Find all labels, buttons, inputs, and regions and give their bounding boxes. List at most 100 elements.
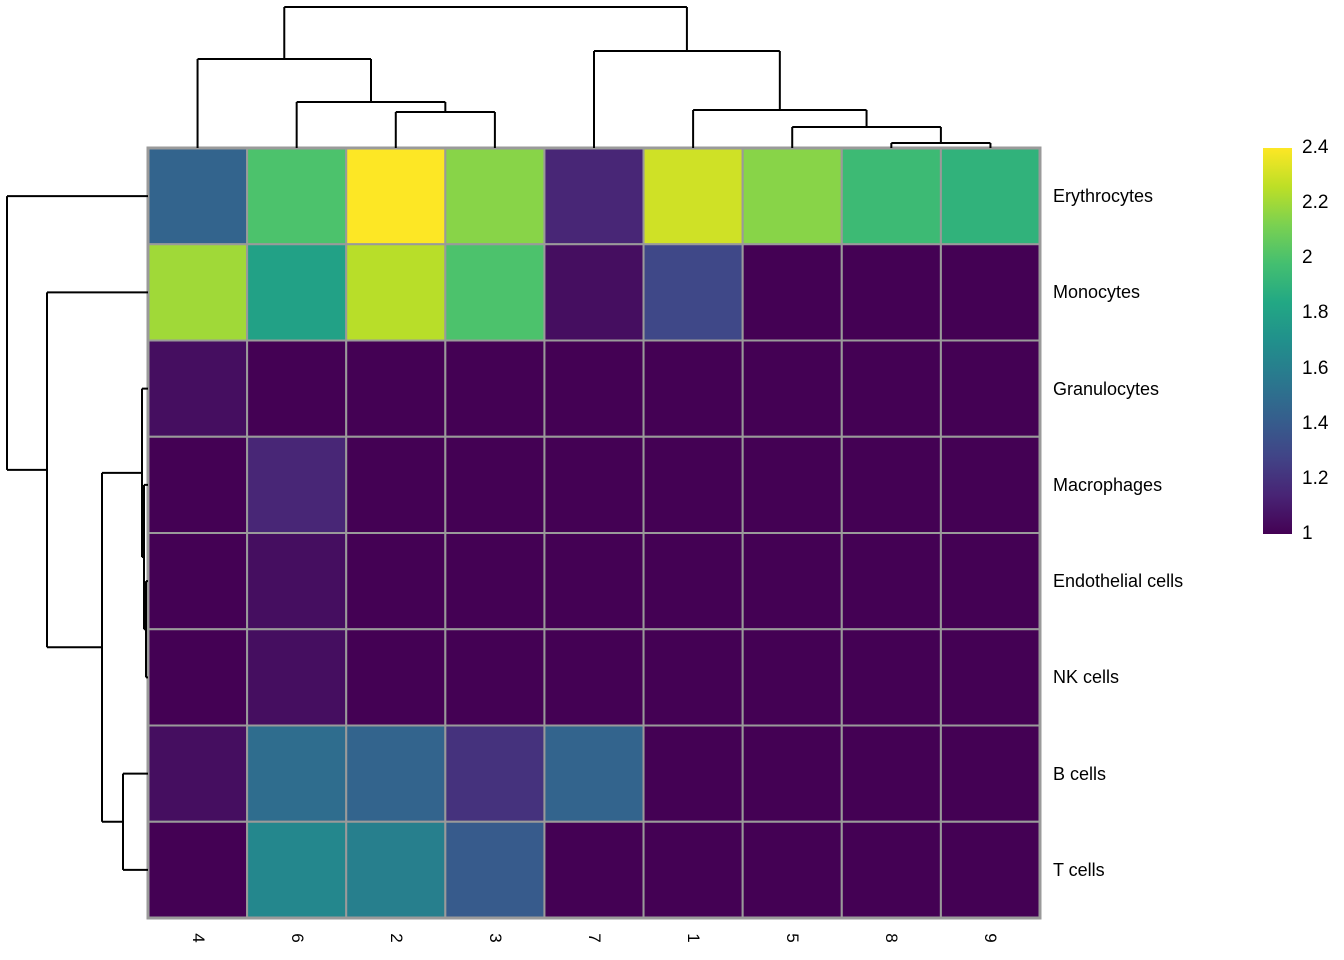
heatmap-cell — [741, 147, 843, 246]
heatmap-cell — [741, 243, 843, 342]
heatmap-cell — [840, 339, 942, 438]
heatmap-cell — [345, 147, 447, 246]
heatmap-cell — [246, 243, 348, 342]
heatmap-cell — [642, 820, 744, 919]
column-label: 2 — [386, 933, 406, 943]
heatmap-cell — [246, 628, 348, 727]
heatmap-cell — [246, 339, 348, 438]
column-label: 9 — [981, 933, 1001, 943]
column-label: 1 — [684, 933, 704, 943]
row-label: Granulocytes — [1053, 378, 1160, 399]
row-label: B cells — [1053, 763, 1107, 784]
heatmap-cell — [840, 628, 942, 727]
heatmap-cell — [345, 339, 447, 438]
heatmap-cell — [741, 820, 843, 919]
heatmap-cell — [642, 339, 744, 438]
legend-tick-label: 1.4 — [1302, 412, 1329, 434]
heatmap-cell — [543, 628, 645, 727]
column-dendrogram — [196, 6, 992, 148]
heatmap-cell — [246, 532, 348, 631]
legend-tick-label: 1 — [1302, 523, 1313, 544]
heatmap-cell — [147, 532, 249, 631]
legend-tick-label: 1.8 — [1302, 302, 1329, 324]
heatmap-cell — [345, 820, 447, 919]
legend-tick-label: 1.6 — [1302, 357, 1329, 379]
heatmap-cell — [345, 243, 447, 342]
heatmap-cell — [642, 243, 744, 342]
heatmap-cell — [840, 435, 942, 534]
heatmap-cell — [444, 532, 546, 631]
heatmap-cell — [444, 243, 546, 342]
heatmap-cell — [147, 820, 249, 919]
heatmap-cell — [543, 532, 645, 631]
heatmap-cell — [444, 820, 546, 919]
heatmap-cell — [642, 435, 744, 534]
column-label: 6 — [287, 933, 307, 943]
heatmap-cell — [939, 724, 1042, 823]
row-label: Monocytes — [1053, 282, 1141, 303]
heatmap-cell — [147, 435, 249, 534]
heatmap-cell — [246, 147, 348, 246]
heatmap-cell — [246, 724, 348, 823]
heatmap-cell — [444, 435, 546, 534]
heatmap-cell — [543, 339, 645, 438]
heatmap-cell — [939, 820, 1042, 919]
heatmap-cell — [642, 147, 744, 246]
column-label: 7 — [585, 933, 604, 943]
heatmap-cell — [444, 147, 546, 246]
heatmap-cell — [939, 532, 1042, 631]
heatmap-cell — [939, 435, 1042, 534]
heatmap-cell — [741, 724, 843, 823]
row-label: Macrophages — [1053, 474, 1163, 495]
heatmap-cell — [741, 339, 843, 438]
heatmap-cell — [543, 147, 645, 246]
column-label: 4 — [188, 933, 208, 943]
heatmap-cell — [939, 628, 1042, 727]
column-label: 8 — [882, 933, 902, 943]
heatmap-cell — [840, 147, 942, 246]
heatmap-cell — [642, 724, 744, 823]
color-scale-legend — [1263, 148, 1292, 534]
heatmap-grid — [146, 146, 1042, 920]
heatmap-cell — [444, 339, 546, 438]
heatmap-cell — [543, 724, 645, 823]
heatmap-cell — [741, 532, 843, 631]
heatmap-cell — [642, 628, 744, 727]
row-label: Erythrocytes — [1053, 186, 1154, 207]
heatmap-cell — [840, 532, 942, 631]
heatmap-cell — [345, 724, 447, 823]
column-label: 5 — [783, 933, 803, 943]
legend-tick-label: 2 — [1302, 247, 1313, 269]
heatmap-cell — [840, 820, 942, 919]
legend-tick-label: 2.2 — [1302, 192, 1329, 214]
heatmap-cell — [147, 147, 249, 246]
heatmap-cell — [345, 532, 447, 631]
heatmap-cell — [147, 724, 249, 823]
heatmap-cell — [939, 147, 1042, 246]
heatmap-cell — [147, 243, 249, 342]
heatmap-cell — [543, 435, 645, 534]
heatmap-cell — [840, 243, 942, 342]
heatmap-cell — [939, 243, 1042, 342]
row-label: T cells — [1053, 859, 1105, 880]
heatmap-cell — [741, 628, 843, 727]
heatmap-cell — [741, 435, 843, 534]
heatmap-cell — [345, 628, 447, 727]
heatmap-cell — [444, 628, 546, 727]
row-label: NK cells — [1053, 667, 1120, 688]
heatmap-cell — [642, 532, 744, 631]
heatmap-cell — [147, 628, 249, 727]
heatmap-cell — [543, 820, 645, 919]
legend-tick-label: 1.2 — [1302, 467, 1329, 489]
row-dendrogram — [6, 195, 148, 871]
heatmap-cell — [840, 724, 942, 823]
heatmap-cell — [939, 339, 1042, 438]
heatmap-cell — [345, 435, 447, 534]
column-label: 3 — [485, 933, 505, 943]
heatmap-cell — [246, 820, 348, 919]
heatmap-cell — [444, 724, 546, 823]
row-label: Endothelial cells — [1053, 571, 1184, 592]
heatmap-cell — [246, 435, 348, 534]
